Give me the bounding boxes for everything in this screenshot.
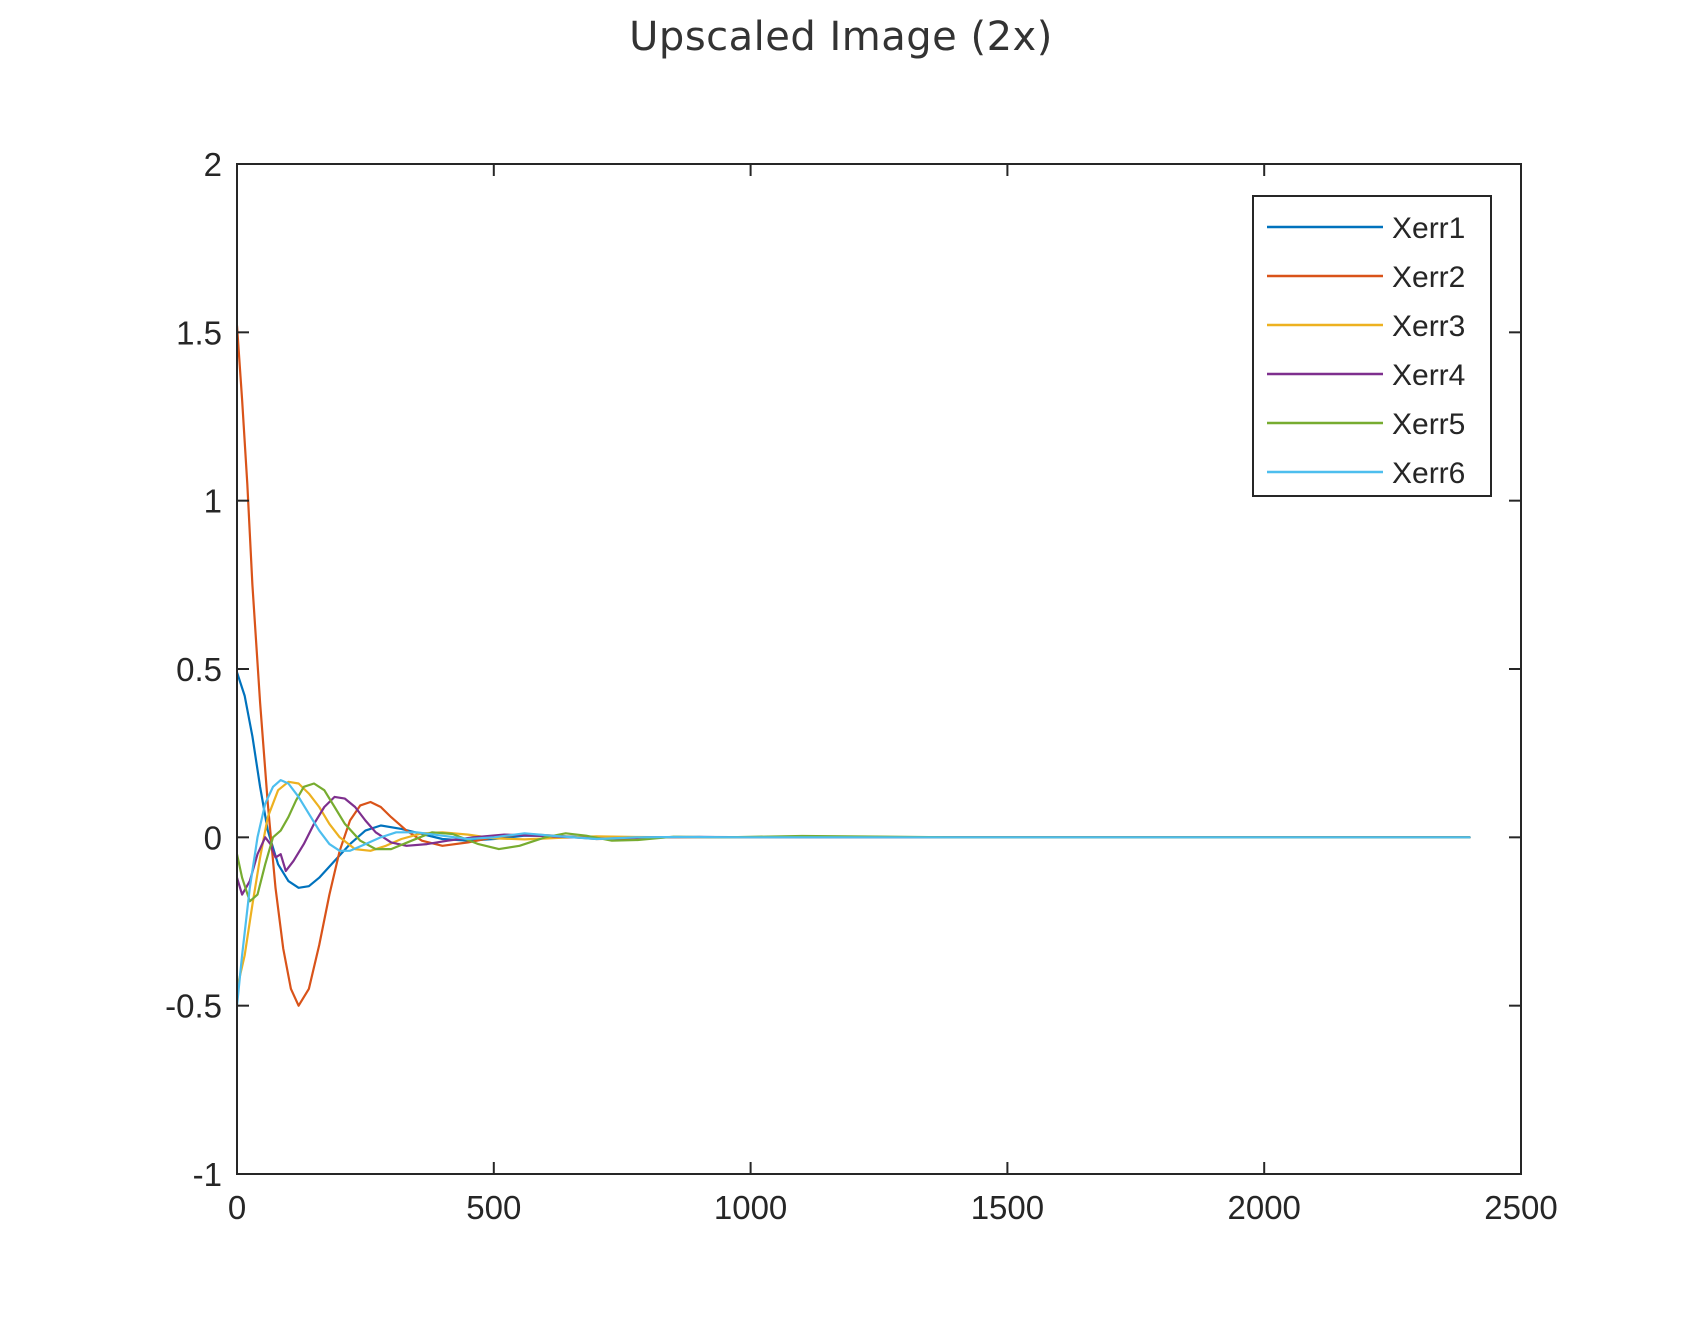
y-tick-label: 1: [204, 483, 222, 520]
series-line-xerr5: [237, 782, 1471, 903]
legend-label-xerr1: Xerr1: [1392, 212, 1465, 245]
legend-label-xerr2: Xerr2: [1392, 261, 1465, 294]
y-tick-label: -0.5: [165, 988, 222, 1025]
x-tick-label: 500: [466, 1189, 521, 1226]
x-tick-label: 2000: [1227, 1189, 1300, 1226]
legend-label-xerr5: Xerr5: [1392, 408, 1465, 441]
x-tick-label: 1000: [714, 1189, 787, 1226]
y-tick-label: -1: [193, 1156, 222, 1193]
axes: [236, 163, 1522, 1175]
series-line-xerr6: [237, 778, 1471, 1007]
y-tick-label: 0.5: [176, 651, 222, 688]
tick-labels: 0 500 1000 1500 2000 2500 -1 -0.5 0 0.5 1 1.5 2: [165, 146, 1558, 1226]
x-tick-label: 0: [228, 1189, 246, 1226]
series-layer: [237, 324, 1471, 1007]
y-tick-label: 0: [204, 819, 222, 856]
x-tick-label: 1500: [971, 1189, 1044, 1226]
page-title: Upscaled Image (2x): [629, 14, 1053, 60]
x-tick-label: 2500: [1484, 1189, 1557, 1226]
legend-label-xerr3: Xerr3: [1392, 310, 1465, 343]
legend: Xerr1 Xerr2 Xerr3 Xerr4 Xerr5 Xerr6: [1252, 195, 1492, 497]
legend-box: [1252, 195, 1492, 497]
legend-label-xerr6: Xerr6: [1392, 457, 1465, 490]
y-tick-label: 2: [204, 146, 222, 183]
legend-label-xerr4: Xerr4: [1392, 359, 1465, 392]
y-tick-label: 1.5: [176, 314, 222, 351]
